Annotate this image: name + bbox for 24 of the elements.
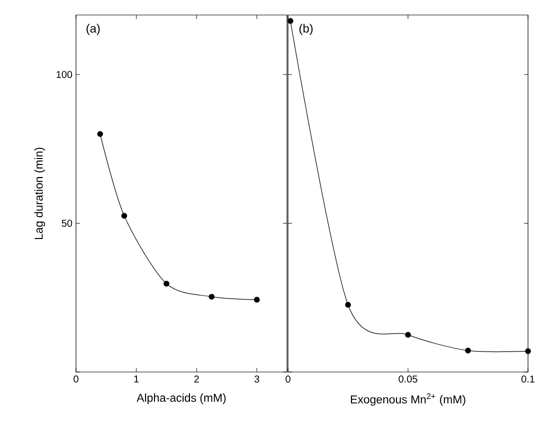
point — [345, 302, 351, 308]
x-tick-label: 1 — [134, 376, 139, 382]
point — [288, 18, 294, 24]
annotation: (a) — [86, 24, 100, 36]
x-axis-title: Exogenous Mn$^{2+}$ (mM) — [350, 393, 466, 406]
x-tick-label: 0 — [74, 376, 78, 383]
y-tick-label: 50 — [62, 220, 72, 227]
point — [525, 348, 531, 354]
x-tick-label: 0.05 — [398, 376, 418, 383]
x-tick-label: 3 — [254, 376, 260, 383]
y-tick-label: 100 — [56, 70, 72, 78]
point — [208, 294, 215, 300]
x-tick-label: 0 — [286, 376, 290, 383]
point — [405, 332, 411, 338]
point — [97, 131, 104, 137]
y-axis-title: Lag duration (min) — [34, 148, 46, 240]
x-axis-title: Alpha-acids (mM) — [136, 393, 226, 404]
x-tick-label: 0.1 — [521, 376, 534, 383]
point — [121, 212, 128, 219]
point — [254, 296, 260, 303]
x-tick-label: 2 — [194, 376, 199, 382]
point — [164, 280, 170, 287]
annotation: (b) — [299, 24, 313, 36]
point — [465, 348, 471, 354]
